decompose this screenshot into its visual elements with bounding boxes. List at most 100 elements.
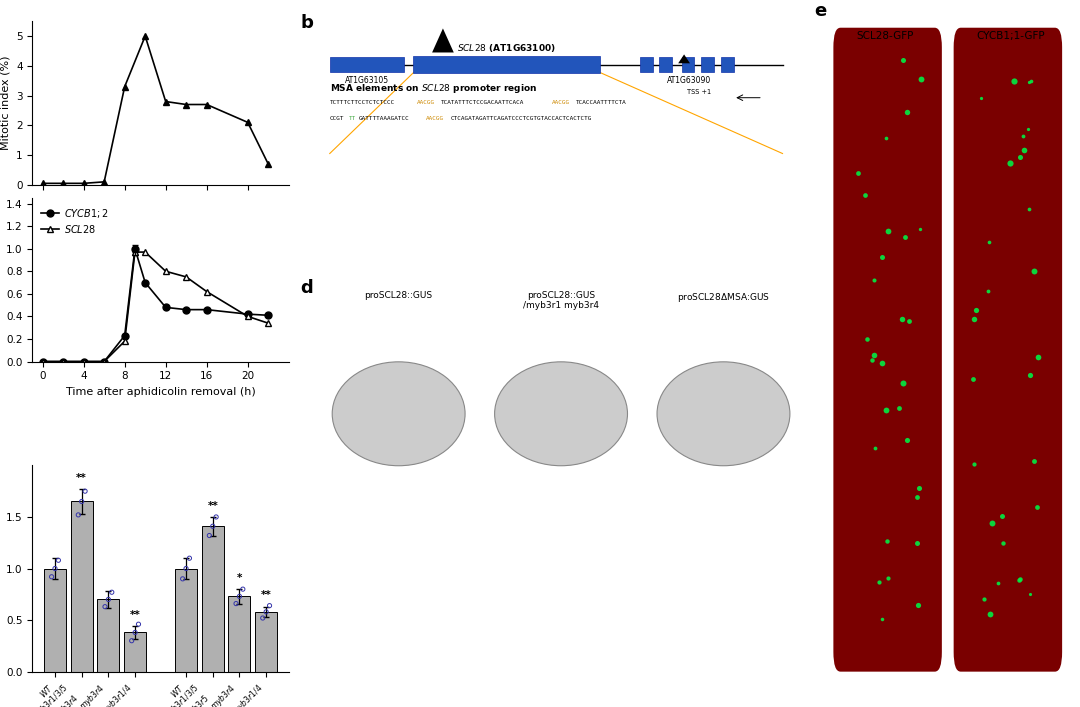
Bar (202, 526, 224, 672)
Text: *: * (237, 573, 242, 583)
$SCL28$ (118, 337, 131, 346)
Text: d: d (300, 279, 313, 297)
$CYCB1;2$ (118, 332, 131, 340)
$CYCB1;2$ (77, 357, 90, 366)
$SCL28$ (241, 312, 254, 321)
$CYCB1;2$ (56, 357, 69, 366)
Point (177, 563, 194, 574)
Point (204, 520, 221, 532)
Point (234, 583, 252, 595)
Point (257, 606, 274, 617)
Point (207, 511, 225, 522)
Bar (175, 568, 197, 672)
$CYCB1;2$ (97, 357, 110, 366)
Text: GATTTTAAAGATCC: GATTTTAAAGATCC (359, 116, 409, 121)
$CYCB1;2$ (129, 245, 141, 253)
Text: AT1G63105: AT1G63105 (345, 76, 389, 85)
FancyBboxPatch shape (681, 57, 694, 72)
Text: AT1G63090: AT1G63090 (666, 76, 711, 85)
$SCL28$ (179, 273, 192, 281)
Point (96, 601, 113, 612)
$SCL28$ (200, 287, 213, 296)
$SCL28$ (129, 248, 141, 257)
Polygon shape (678, 54, 690, 64)
X-axis label: Time after aphidicolin removal (h): Time after aphidicolin removal (h) (66, 387, 256, 397)
Text: proSCL28::GUS
/myb3r1 myb3r4: proSCL28::GUS /myb3r1 myb3r4 (523, 291, 599, 310)
Y-axis label: Mitotic index (%): Mitotic index (%) (0, 56, 11, 151)
Line: $SCL28$: $SCL28$ (39, 249, 272, 365)
$SCL28$ (97, 357, 110, 366)
Text: TCACCAATTTTCTA: TCACCAATTTTCTA (576, 100, 626, 105)
$SCL28$ (261, 319, 274, 327)
Bar (124, 633, 146, 672)
Circle shape (495, 362, 627, 466)
FancyBboxPatch shape (660, 57, 672, 72)
FancyBboxPatch shape (721, 57, 733, 72)
Point (104, 587, 121, 598)
Point (201, 530, 218, 541)
Text: MSA elements on $SCL28$ promoter region: MSA elements on $SCL28$ promoter region (329, 82, 537, 95)
$CYCB1;2$ (200, 305, 213, 314)
Point (130, 619, 147, 630)
Point (123, 635, 140, 646)
Point (180, 553, 198, 564)
Bar (44, 568, 66, 672)
Circle shape (333, 362, 465, 466)
Point (43, 571, 60, 583)
Legend: $CYCB1;2$, $SCL28$: $CYCB1;2$, $SCL28$ (38, 203, 112, 238)
$CYCB1;2$ (138, 279, 151, 287)
$CYCB1;2$ (241, 310, 254, 318)
FancyBboxPatch shape (329, 57, 404, 72)
Text: TT: TT (349, 116, 356, 121)
Point (126, 627, 144, 638)
Text: **: ** (207, 501, 218, 510)
Point (174, 573, 191, 585)
Text: CTCAGATAGATTCAGATCCCTCGTGTACCACTCACTCTG: CTCAGATAGATTCAGATCCCTCGTGTACCACTCACTCTG (450, 116, 592, 121)
$SCL28$ (36, 357, 49, 366)
Bar (97, 600, 119, 672)
Text: **: ** (77, 473, 87, 483)
FancyBboxPatch shape (414, 57, 600, 73)
Text: **: ** (260, 590, 271, 600)
$CYCB1;2$ (261, 311, 274, 320)
Text: TSS +1: TSS +1 (687, 89, 711, 95)
$CYCB1;2$ (36, 357, 49, 366)
$SCL28$ (159, 267, 172, 276)
Point (254, 612, 271, 624)
Text: TCTTTCTTCCTCTCTCCC: TCTTTCTTCCTCTCTCCC (329, 100, 395, 105)
Text: AACGG: AACGG (427, 116, 444, 121)
$CYCB1;2$ (179, 305, 192, 314)
Text: SCL28-GFP: SCL28-GFP (856, 31, 914, 41)
Text: **: ** (130, 610, 140, 620)
Bar (71, 501, 93, 672)
Text: AACGG: AACGG (417, 100, 434, 105)
FancyBboxPatch shape (701, 57, 714, 72)
$SCL28$ (56, 357, 69, 366)
Text: TCATATTTCTCCGACAATTCACA: TCATATTTCTCCGACAATTCACA (441, 100, 524, 105)
FancyBboxPatch shape (954, 28, 1062, 672)
Text: CCGT: CCGT (329, 116, 345, 121)
Text: $SCL28$ (AT1G63100): $SCL28$ (AT1G63100) (457, 42, 556, 54)
Circle shape (657, 362, 789, 466)
FancyBboxPatch shape (834, 28, 942, 672)
Point (46, 563, 64, 574)
Point (231, 591, 248, 602)
Text: proSCL28::GUS: proSCL28::GUS (365, 291, 433, 300)
Point (99, 594, 117, 605)
$CYCB1;2$ (159, 303, 172, 312)
Point (73, 496, 91, 507)
Point (261, 600, 279, 612)
Text: proSCL28$\Delta$MSA:GUS: proSCL28$\Delta$MSA:GUS (677, 291, 770, 303)
Point (50, 554, 67, 566)
Point (228, 598, 245, 609)
FancyBboxPatch shape (639, 57, 652, 72)
$SCL28$ (138, 248, 151, 257)
Point (69, 509, 86, 520)
Text: CYCB1;1-GFP: CYCB1;1-GFP (976, 31, 1044, 41)
Polygon shape (432, 28, 454, 52)
Line: $CYCB1;2$: $CYCB1;2$ (39, 245, 272, 365)
Bar (255, 612, 278, 672)
Point (77, 486, 94, 497)
Text: b: b (300, 14, 313, 32)
Text: AACGG: AACGG (552, 100, 570, 105)
